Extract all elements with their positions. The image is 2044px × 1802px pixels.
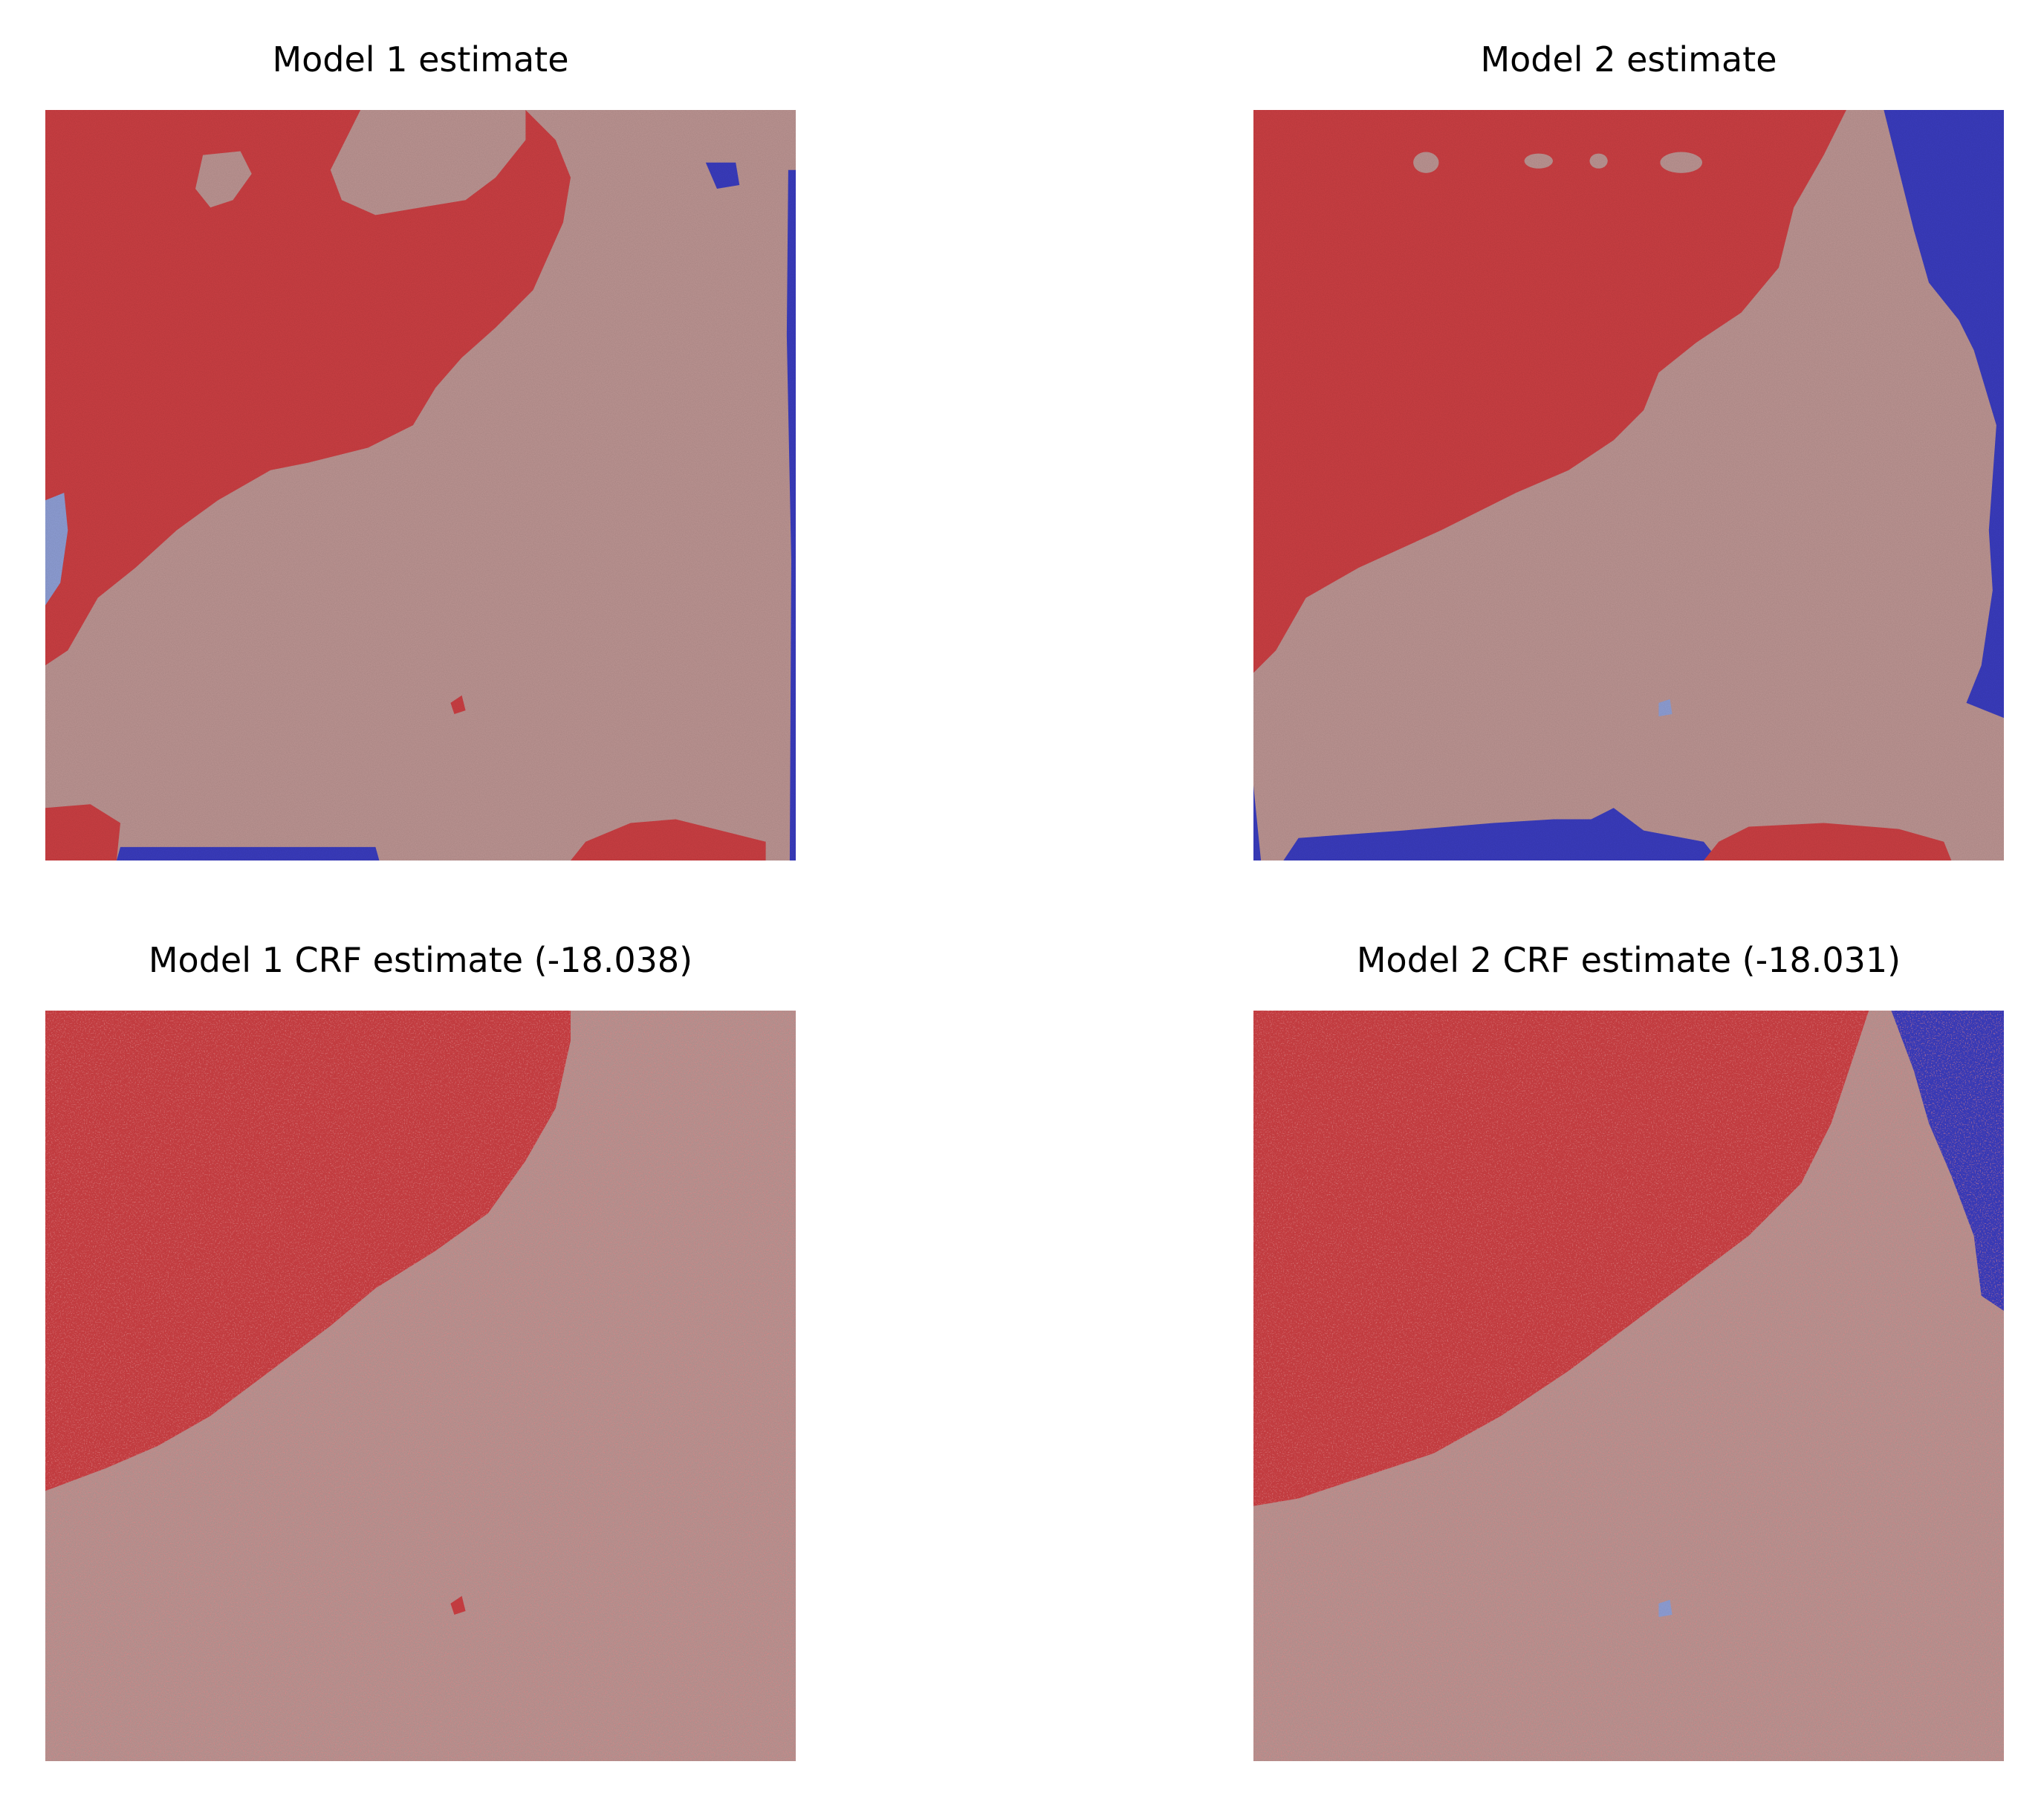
panel-title-model2-estimate: Model 2 estimate: [1480, 39, 1777, 80]
texture-overlay: [45, 110, 796, 861]
model2-crf-estimate-image: [1253, 1011, 2004, 1761]
texture-overlay: [1253, 1011, 2004, 1761]
model1-estimate-image: [45, 110, 796, 861]
panel-title-model1-estimate: Model 1 estimate: [272, 39, 569, 80]
texture-overlay: [45, 1011, 796, 1761]
model2-estimate-image: [1253, 110, 2004, 861]
texture-overlay: [1253, 110, 2004, 861]
panel-title-model2-crf-estimate: Model 2 CRF estimate (-18.031): [1356, 940, 1901, 980]
model1-crf-estimate-image: [45, 1011, 796, 1761]
panel-title-model1-crf-estimate: Model 1 CRF estimate (-18.038): [148, 940, 693, 980]
